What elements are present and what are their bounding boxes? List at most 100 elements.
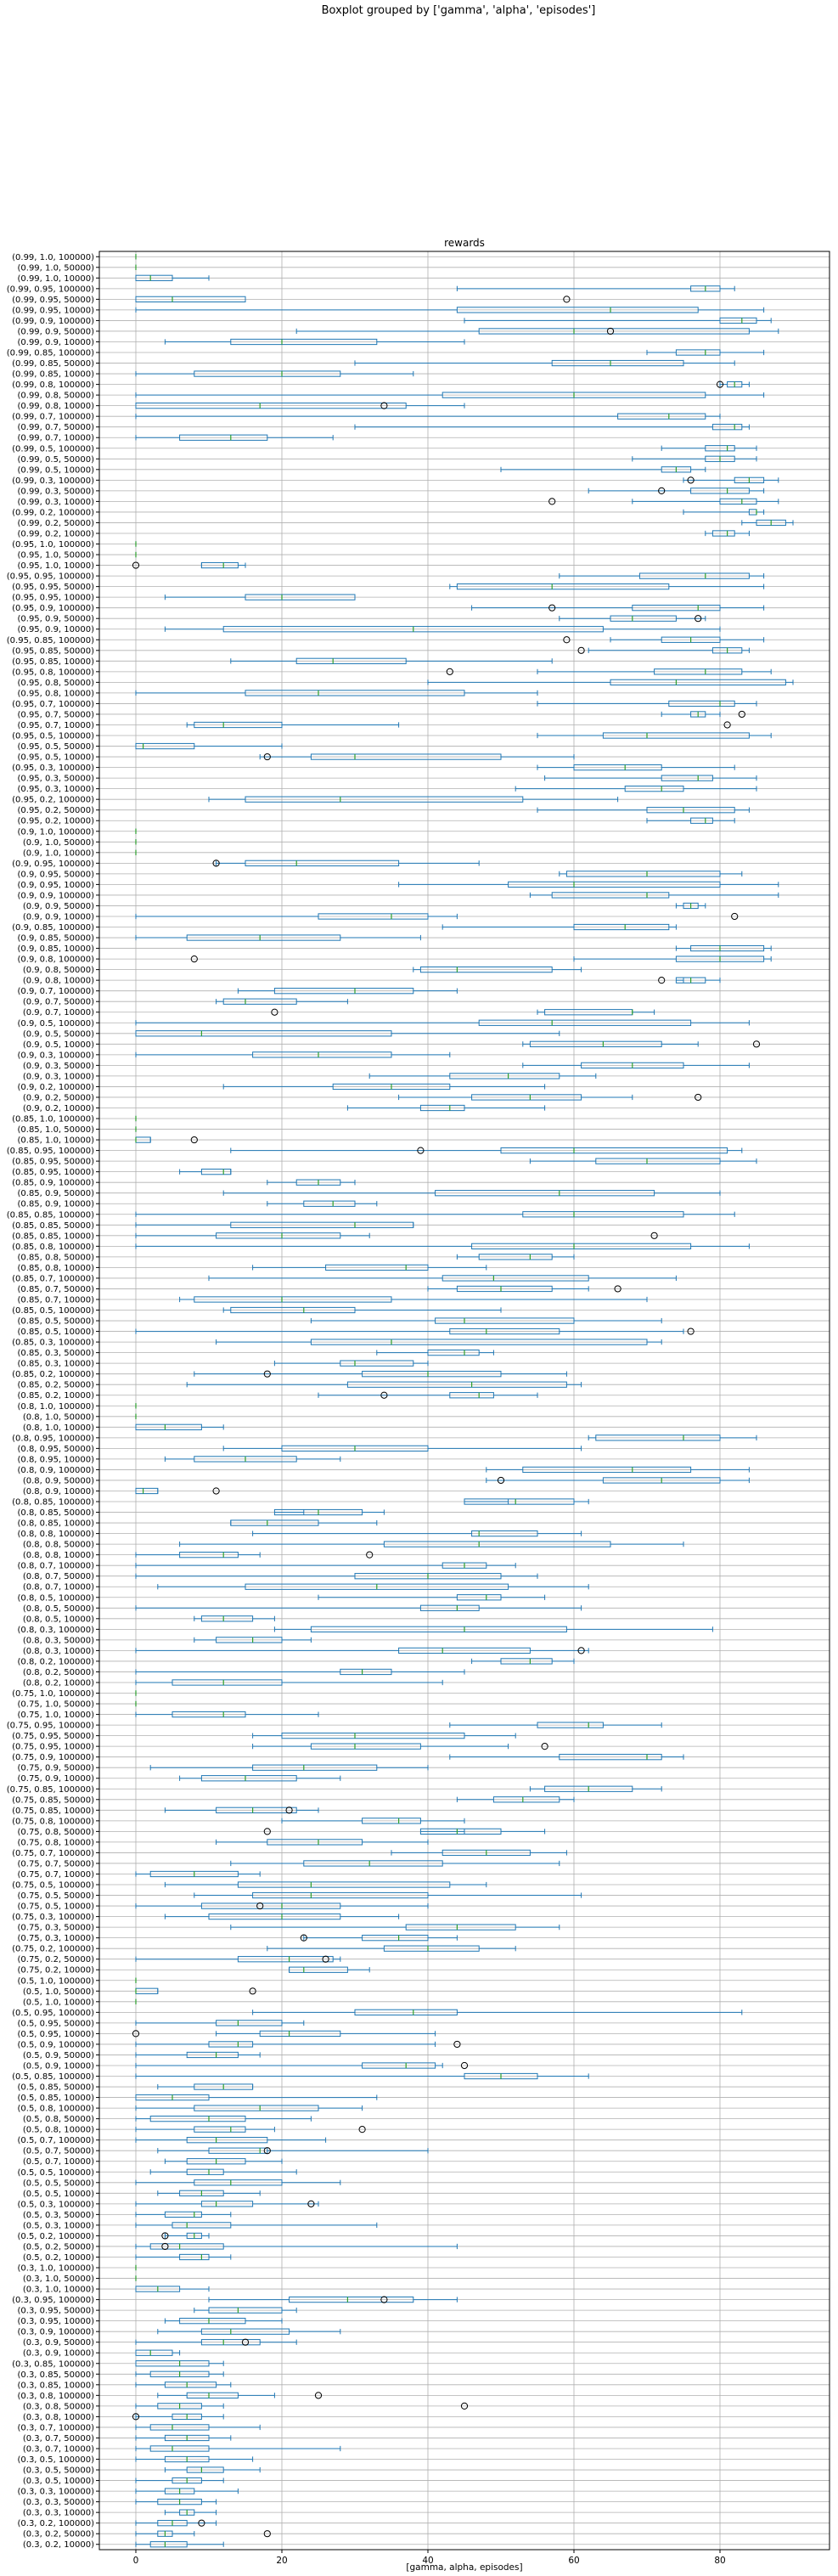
y-tick-label: (0.8, 0.3, 50000) (23, 1636, 94, 1645)
box-139 (252, 1732, 516, 1739)
box-155 (135, 1902, 429, 1909)
y-tick-label: (0.75, 0.85, 50000) (12, 1795, 94, 1805)
box-186 (164, 2232, 210, 2240)
y-tick-label: (0.3, 0.3, 10000) (23, 2509, 94, 2518)
iqr-box (551, 892, 670, 899)
y-tick-label: (0.85, 0.7, 50000) (18, 1285, 95, 1294)
y-tick-label: (0.75, 0.7, 50000) (18, 1859, 95, 1869)
box-120 (252, 1530, 582, 1537)
box-191 (135, 2286, 210, 2292)
iqr-box (719, 317, 757, 324)
flier-point (132, 2413, 140, 2421)
y-tick-label: (0.5, 0.95, 10000) (18, 2030, 95, 2039)
box-127 (135, 1604, 582, 1611)
iqr-box (164, 2211, 202, 2218)
flier-point (738, 710, 745, 719)
box-141 (449, 1754, 684, 1761)
flier-point (263, 753, 271, 761)
box-8 (164, 338, 465, 346)
y-tick-label: (0.99, 0.7, 10000) (18, 434, 95, 443)
y-tick-label: (0.8, 0.95, 50000) (18, 1445, 95, 1454)
iqr-box (478, 328, 750, 335)
box-107 (318, 1392, 538, 1399)
box-49 (544, 775, 757, 781)
box-14 (135, 403, 465, 409)
y-tick-label: (0.99, 0.9, 10000) (18, 338, 95, 347)
box-147 (281, 1818, 465, 1824)
iqr-box (427, 1349, 480, 1356)
box-214 (135, 2530, 195, 2537)
y-tick-label: (0.85, 0.2, 100000) (12, 1370, 94, 1379)
box-177 (135, 2137, 327, 2144)
y-tick-label: (0.99, 0.5, 50000) (18, 455, 95, 465)
y-tick-label: (0.8, 0.9, 100000) (18, 1466, 95, 1475)
flier-point (190, 1136, 198, 1144)
box-161 (289, 1966, 370, 1973)
iqr-box (711, 530, 735, 537)
box-84 (230, 1147, 743, 1154)
y-tick-label: (0.75, 0.9, 50000) (18, 1764, 95, 1773)
y-tick-label: (0.75, 0.2, 10000) (18, 1966, 95, 1976)
box-153 (164, 1881, 487, 1888)
y-tick-label: (0.8, 0.7, 10000) (23, 1583, 94, 1592)
y-tick-label: (0.8, 0.85, 100000) (12, 1498, 94, 1508)
box-146 (164, 1807, 319, 1813)
y-tick-label: (0.3, 0.85, 10000) (18, 2381, 95, 2390)
iqr-box (456, 1594, 502, 1601)
y-tick-label: (0.5, 0.9, 10000) (23, 2061, 94, 2071)
iqr-box (200, 561, 239, 569)
flier-point (548, 498, 556, 505)
y-tick-label: (0.85, 0.5, 10000) (18, 1327, 95, 1337)
iqr-box (149, 2115, 246, 2122)
flier-point (687, 476, 695, 484)
box-62 (135, 913, 458, 920)
iqr-box (471, 1530, 538, 1537)
box-34 (559, 615, 706, 622)
box-176 (135, 2126, 275, 2133)
y-tick-label: (0.9, 0.8, 100000) (18, 955, 95, 965)
box-97 (427, 1285, 589, 1293)
flier-point (614, 1285, 621, 1293)
y-tick-label: (0.5, 0.5, 100000) (18, 2168, 95, 2178)
box-88 (222, 1190, 721, 1197)
y-tick-label: (0.5, 0.85, 100000) (12, 2072, 94, 2082)
y-tick-label: (0.99, 0.5, 10000) (18, 465, 95, 475)
box-119 (230, 1519, 378, 1526)
y-tick-label: (0.95, 0.95, 10000) (12, 594, 94, 603)
box-156 (164, 1913, 400, 1920)
y-tick-label: (0.5, 0.95, 50000) (18, 2019, 95, 2028)
box-121 (179, 1541, 684, 1547)
box-45 (537, 732, 772, 739)
box-76 (522, 1062, 750, 1069)
box-172 (157, 2083, 254, 2090)
box-65 (675, 944, 772, 952)
y-tick-label: (0.75, 0.5, 100000) (12, 1881, 94, 1891)
y-tick-label: (0.75, 0.2, 50000) (18, 1955, 95, 1964)
box-60 (529, 892, 779, 899)
y-tick-label: (0.9, 0.85, 10000) (18, 944, 95, 954)
box-41 (135, 690, 538, 696)
box-204 (135, 2424, 261, 2431)
iqr-box (419, 1828, 502, 1835)
box-39 (537, 668, 772, 675)
y-tick-label: (0.75, 0.3, 100000) (12, 1913, 94, 1922)
flier-point (249, 1987, 256, 1995)
iqr-box (135, 1423, 202, 1430)
iqr-box (230, 338, 378, 346)
iqr-box (405, 1924, 516, 1931)
iqr-box (194, 2105, 319, 2111)
y-tick-label: (0.95, 0.3, 10000) (18, 785, 95, 794)
y-tick-label: (0.5, 0.9, 100000) (18, 2040, 95, 2049)
y-tick-label: (0.9, 0.5, 100000) (18, 1019, 95, 1029)
iqr-box (186, 2168, 224, 2175)
iqr-box (529, 1040, 662, 1047)
flier-point (132, 2030, 140, 2038)
iqr-box (149, 2445, 210, 2452)
box-185 (135, 2222, 378, 2229)
iqr-box (237, 1881, 451, 1888)
y-tick-label: (0.8, 0.2, 100000) (18, 1657, 95, 1666)
box-38 (230, 657, 553, 664)
y-tick-label: (0.99, 1.0, 100000) (12, 253, 94, 262)
box-36 (610, 636, 765, 643)
iqr-box (252, 1764, 378, 1771)
